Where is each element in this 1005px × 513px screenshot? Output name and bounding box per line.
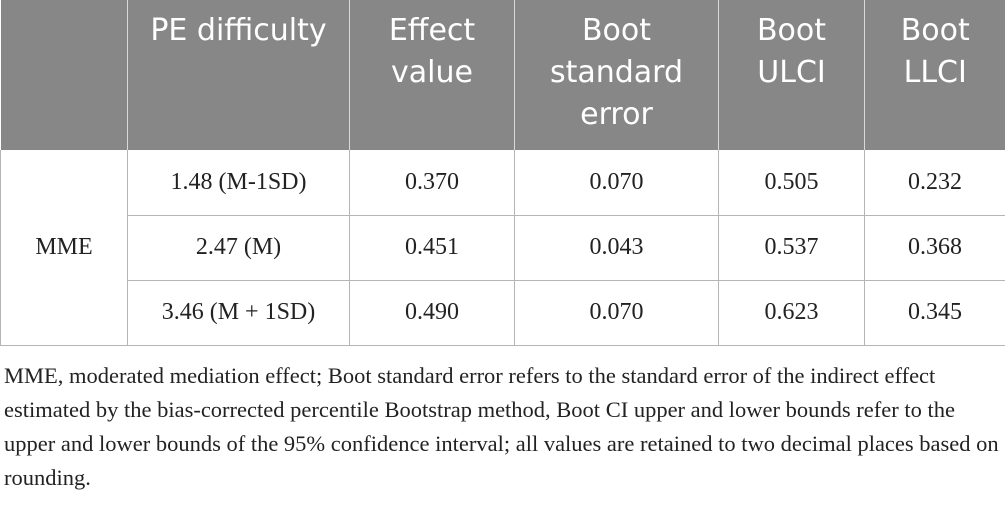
cell-boot-ulci: 0.505	[718, 150, 865, 216]
table-footnote: MME, moderated mediation effect; Boot st…	[4, 363, 999, 490]
header-row: PE difficulty Effect value Boot standard…	[0, 0, 1005, 150]
cell-pe-difficulty: 3.46 (M + 1SD)	[127, 280, 350, 346]
table-row: 3.46 (M + 1SD) 0.490 0.070 0.623 0.345	[1, 280, 1005, 346]
cell-pe-difficulty: 1.48 (M-1SD)	[127, 150, 350, 216]
header-pe-difficulty: PE difficulty	[127, 0, 350, 150]
header-boot-llci: Boot LLCI	[864, 0, 1005, 150]
cell-effect-value: 0.490	[349, 280, 515, 346]
cell-boot-standard-error: 0.043	[514, 215, 719, 281]
cell-boot-ulci: 0.623	[718, 280, 865, 346]
table-row: MME 1.48 (M-1SD) 0.370 0.070 0.505 0.232	[0, 150, 1005, 346]
results-table-container: PE difficulty Effect value Boot standard…	[0, 0, 1005, 346]
header-empty	[0, 0, 128, 150]
table-row: 2.47 (M) 0.451 0.043 0.537 0.368	[1, 215, 1005, 281]
header-effect-value: Effect value	[349, 0, 515, 150]
cell-boot-llci: 0.368	[864, 215, 1005, 281]
cell-pe-difficulty: 2.47 (M)	[127, 215, 350, 281]
cell-boot-ulci: 0.537	[718, 215, 865, 281]
cell-boot-llci: 0.232	[864, 150, 1005, 216]
cell-boot-standard-error: 0.070	[514, 150, 719, 216]
moderated-mediation-table: PE difficulty Effect value Boot standard…	[0, 0, 1005, 346]
header-boot-standard-error: Boot standard error	[514, 0, 719, 150]
cell-effect-value: 0.451	[349, 215, 515, 281]
cell-boot-llci: 0.345	[864, 280, 1005, 346]
row-group-label: MME	[0, 150, 128, 346]
header-boot-ulci: Boot ULCI	[718, 0, 865, 150]
cell-boot-standard-error: 0.070	[514, 280, 719, 346]
cell-effect-value: 0.370	[349, 150, 515, 216]
